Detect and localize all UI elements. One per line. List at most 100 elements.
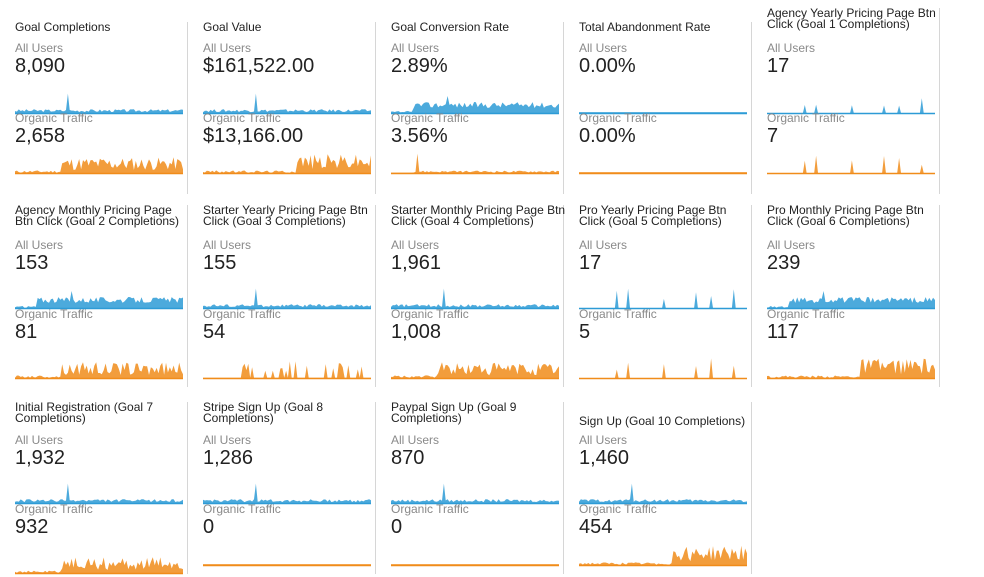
sparkline-area — [203, 483, 371, 504]
goal-card[interactable]: Pro Yearly Pricing Page Btn Click (Goal … — [576, 203, 752, 387]
organic-label: Organic Traffic — [579, 502, 657, 516]
organic-sparkline — [767, 155, 935, 175]
organic-label: Organic Traffic — [391, 502, 469, 516]
sparkline-area — [767, 98, 935, 114]
goal-card[interactable]: Agency Monthly Pricing Page Btn Click (G… — [12, 203, 188, 387]
all-users-sparkline — [391, 483, 559, 505]
goal-card[interactable]: Sign Up (Goal 10 Completions) All Users … — [576, 402, 752, 574]
organic-value: 7 — [767, 125, 779, 147]
all-users-label: All Users — [579, 41, 628, 55]
goal-card[interactable]: Goal Completions All Users 8,090 Organic… — [12, 20, 188, 194]
organic-label: Organic Traffic — [391, 111, 469, 125]
organic-value: 54 — [203, 321, 226, 343]
all-users-sparkline — [767, 291, 935, 310]
goal-card[interactable]: Starter Monthly Pricing Page Btn Click (… — [388, 203, 566, 387]
organic-value: 454 — [579, 516, 613, 538]
all-users-value: 239 — [767, 252, 801, 274]
card-title: Agency Monthly Pricing Page Btn Click (G… — [15, 203, 180, 228]
goal-card[interactable]: Initial Registration (Goal 7 Completions… — [12, 401, 188, 575]
sparkline-area — [15, 362, 183, 379]
sparkline-area — [391, 153, 559, 174]
card-title: Goal Value — [203, 20, 262, 34]
organic-label: Organic Traffic — [15, 111, 93, 125]
all-users-value: 1,460 — [579, 447, 630, 469]
all-users-label: All Users — [15, 238, 64, 252]
organic-label: Organic Traffic — [767, 307, 845, 321]
all-users-sparkline — [579, 288, 747, 310]
goal-card[interactable]: Goal Value All Users $161,522.00 Organic… — [200, 20, 376, 194]
goal-card[interactable]: Pro Monthly Pricing Page Btn Click (Goal… — [764, 203, 940, 387]
goal-card[interactable]: Paypal Sign Up (Goal 9 Completions) All … — [388, 400, 564, 574]
organic-sparkline — [391, 153, 559, 175]
card-title: Paypal Sign Up (Goal 9 Completions) — [391, 400, 517, 425]
all-users-value: 1,286 — [203, 447, 254, 469]
organic-value: $13,166.00 — [203, 125, 304, 147]
sparkline-area — [15, 291, 183, 309]
all-users-value: 2.89% — [391, 55, 448, 77]
all-users-value: 17 — [767, 55, 790, 77]
organic-value: 81 — [15, 321, 38, 343]
sparkline-area — [579, 358, 747, 379]
card-title: Pro Monthly Pricing Page Btn Click (Goal… — [767, 203, 924, 228]
all-users-label: All Users — [391, 433, 440, 447]
all-users-sparkline — [203, 483, 371, 505]
all-users-sparkline — [767, 98, 935, 115]
sparkline-area — [767, 155, 935, 174]
all-users-label: All Users — [391, 238, 440, 252]
all-users-value: 0.00% — [579, 55, 636, 77]
all-users-value: 17 — [579, 252, 602, 274]
goal-card[interactable]: Goal Conversion Rate All Users 2.89% Org… — [388, 20, 564, 194]
goal-card[interactable]: Total Abandonment Rate All Users 0.00% O… — [576, 21, 752, 194]
goal-card[interactable]: Starter Yearly Pricing Page Btn Click (G… — [200, 203, 376, 387]
sparkline-area — [767, 358, 935, 379]
organic-sparkline — [391, 362, 559, 380]
sparkline-area — [15, 93, 183, 114]
organic-sparkline — [15, 557, 183, 575]
card-title: Stripe Sign Up (Goal 8 Completions) — [203, 400, 324, 425]
organic-sparkline — [767, 358, 935, 380]
organic-sparkline — [203, 361, 371, 380]
all-users-value: 1,961 — [391, 252, 442, 274]
organic-label: Organic Traffic — [579, 111, 657, 125]
all-users-label: All Users — [391, 41, 440, 55]
organic-sparkline — [15, 362, 183, 380]
all-users-label: All Users — [203, 41, 252, 55]
card-title: Sign Up (Goal 10 Completions) — [579, 414, 746, 428]
organic-label: Organic Traffic — [203, 502, 281, 516]
all-users-sparkline — [203, 93, 371, 115]
all-users-value: 1,932 — [15, 447, 66, 469]
organic-value: 5 — [579, 321, 591, 343]
sparkline-area — [203, 93, 371, 114]
all-users-label: All Users — [203, 238, 252, 252]
all-users-label: All Users — [767, 238, 816, 252]
organic-value: 932 — [15, 516, 49, 538]
sparkline-area — [391, 483, 559, 504]
sparkline-area — [391, 288, 559, 309]
sparkline-area — [579, 483, 747, 504]
card-title: Starter Monthly Pricing Page Btn Click (… — [391, 203, 566, 228]
all-users-sparkline — [579, 112, 747, 115]
all-users-label: All Users — [203, 433, 252, 447]
organic-value: 0.00% — [579, 125, 636, 147]
card-title: Pro Yearly Pricing Page Btn Click (Goal … — [579, 203, 727, 228]
goal-card[interactable]: Stripe Sign Up (Goal 8 Completions) All … — [200, 400, 376, 574]
sparkline-area — [15, 157, 183, 174]
organic-value: 0 — [203, 516, 215, 538]
card-title: Goal Completions — [15, 20, 111, 34]
organic-value: 2,658 — [15, 125, 66, 147]
organic-sparkline — [203, 564, 371, 567]
organic-label: Organic Traffic — [15, 307, 93, 321]
all-users-value: 8,090 — [15, 55, 66, 77]
organic-label: Organic Traffic — [579, 307, 657, 321]
all-users-sparkline — [15, 483, 183, 505]
organic-value: 117 — [767, 321, 799, 343]
organic-sparkline — [579, 172, 747, 175]
organic-label: Organic Traffic — [203, 111, 281, 125]
sparkline-area — [203, 288, 371, 309]
card-title: Goal Conversion Rate — [391, 20, 510, 34]
card-title: Starter Yearly Pricing Page Btn Click (G… — [203, 203, 368, 228]
sparkline-area — [391, 362, 559, 379]
goal-card[interactable]: Agency Yearly Pricing Page Btn Click (Go… — [764, 7, 940, 194]
organic-sparkline — [579, 358, 747, 380]
organic-label: Organic Traffic — [391, 307, 469, 321]
